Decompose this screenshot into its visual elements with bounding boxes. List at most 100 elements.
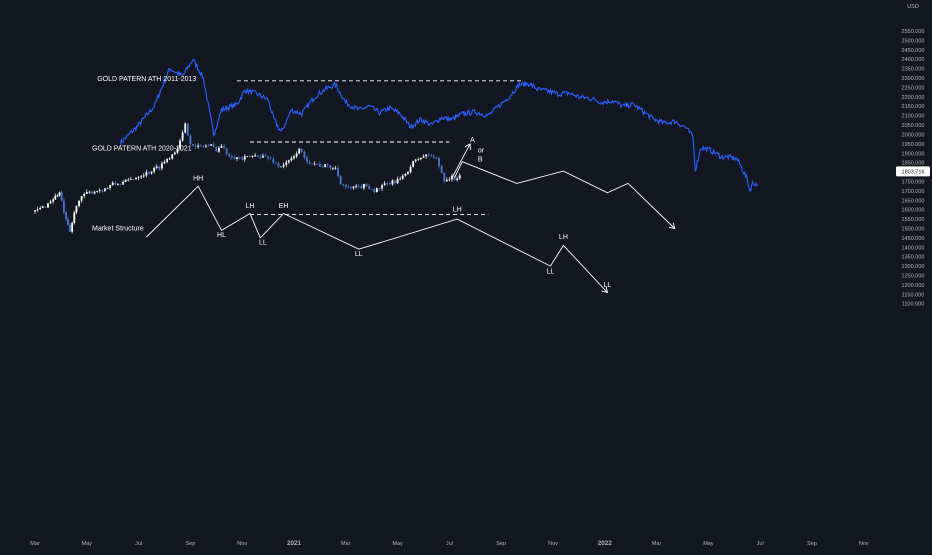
y-tick-label: 1700.000 — [902, 189, 925, 195]
y-tick-label: 2000.000 — [902, 133, 925, 139]
x-tick-label: Mar — [341, 541, 351, 547]
x-tick-label: May — [703, 541, 714, 547]
candle-body — [383, 183, 386, 186]
x-tick-label: May — [392, 541, 403, 547]
candle-body — [223, 146, 225, 149]
candle-body — [230, 156, 233, 158]
x-tick-label: 2021 — [287, 540, 302, 547]
candle-body — [407, 172, 409, 174]
candle-body — [298, 148, 301, 154]
annotation-label: A — [470, 137, 475, 144]
annotation-label: LH — [246, 203, 255, 210]
annotation-label: LL — [547, 268, 555, 275]
candle-body — [396, 179, 399, 184]
x-tick-label: Mar — [652, 541, 662, 547]
candle-body — [319, 164, 321, 167]
candle-body — [220, 146, 223, 148]
x-axis[interactable]: Mar May Jul Sep Nov 2021 Mar May Jul Sep Nov 2022 Ma… — [30, 540, 869, 547]
candle-body — [316, 163, 319, 165]
annotation-label: HL — [217, 232, 226, 239]
y-tick-label: 1500.000 — [902, 227, 925, 233]
series-layer — [34, 58, 759, 234]
candle-body — [445, 179, 448, 182]
candle-body — [241, 157, 244, 160]
y-axis[interactable]: USD 1100.000 1150.000 1200.000 1250.000 1300.… — [896, 4, 930, 308]
y-tick-label: 2050.000 — [902, 123, 925, 129]
y-tick-label: 2200.000 — [902, 95, 925, 101]
y-tick-label: 1450.000 — [902, 236, 925, 242]
candle-body — [422, 156, 425, 158]
candle-body — [388, 183, 391, 185]
y-tick-label: 2350.000 — [902, 67, 925, 73]
candle-body — [161, 163, 163, 169]
candle-body — [135, 177, 137, 180]
candle-body — [228, 153, 231, 157]
annotation-label: EH — [279, 203, 289, 210]
candle-body — [67, 219, 69, 225]
annotation-label: LL — [604, 282, 612, 289]
series-line-ath-2011-2013 — [119, 58, 759, 192]
x-tick-label: Nov — [548, 541, 558, 547]
candle-body — [404, 173, 407, 176]
candle-body — [448, 179, 451, 181]
y-tick-label: 1850.000 — [902, 161, 925, 167]
candle-body — [243, 156, 246, 160]
candle-body — [116, 183, 119, 185]
candle-body — [287, 160, 290, 163]
candle-body — [342, 184, 345, 186]
candle-body — [238, 157, 241, 159]
annotation-label: GOLD PATERN ATH 2011-2013 — [97, 76, 196, 83]
candle-body — [192, 143, 194, 147]
candle-body — [104, 188, 106, 192]
candle-body — [264, 155, 267, 157]
candle-body — [124, 179, 127, 182]
candle-body — [313, 163, 316, 165]
candle-body — [166, 158, 168, 162]
annotation-scenario-b — [454, 161, 676, 229]
candle-body — [453, 175, 456, 180]
candle-body — [272, 158, 275, 163]
candle-body — [357, 185, 360, 187]
candle-body — [114, 182, 117, 185]
candle-body — [189, 135, 192, 144]
y-tick-label: 2450.000 — [902, 48, 925, 54]
candle-body — [212, 144, 215, 147]
annotation-label: HH — [193, 176, 203, 183]
y-tick-label: 1350.000 — [902, 255, 925, 261]
candle-body — [368, 186, 371, 190]
candle-body — [36, 209, 39, 211]
candle-body — [344, 184, 347, 187]
candle-body — [225, 148, 228, 154]
candle-body — [391, 180, 394, 185]
candle-body — [300, 148, 303, 152]
annotation-label: LL — [355, 251, 363, 258]
x-tick-label: Jul — [446, 541, 453, 547]
candle-body — [249, 156, 251, 158]
candle-body — [119, 183, 122, 185]
candle-body — [420, 157, 422, 160]
candle-body — [179, 140, 181, 149]
candle-body — [52, 199, 55, 202]
current-price-tag — [896, 166, 930, 177]
candle-body — [458, 175, 461, 179]
candle-body — [93, 191, 96, 194]
candle-body — [352, 186, 355, 189]
candle-body — [80, 196, 83, 201]
candle-body — [394, 180, 396, 184]
candle-body — [194, 146, 197, 147]
candle-body — [122, 181, 124, 185]
candle-body — [129, 179, 132, 181]
candle-body — [350, 187, 352, 189]
candle-body — [111, 182, 114, 186]
candle-body — [148, 172, 150, 174]
candle-body — [375, 188, 378, 193]
candle-body — [202, 146, 205, 147]
candle-body — [168, 158, 171, 160]
candle-body — [373, 189, 376, 193]
candle-body — [399, 178, 402, 180]
x-tick-label: Sep — [807, 541, 817, 547]
candle-body — [417, 159, 420, 161]
candle-body — [34, 210, 36, 212]
